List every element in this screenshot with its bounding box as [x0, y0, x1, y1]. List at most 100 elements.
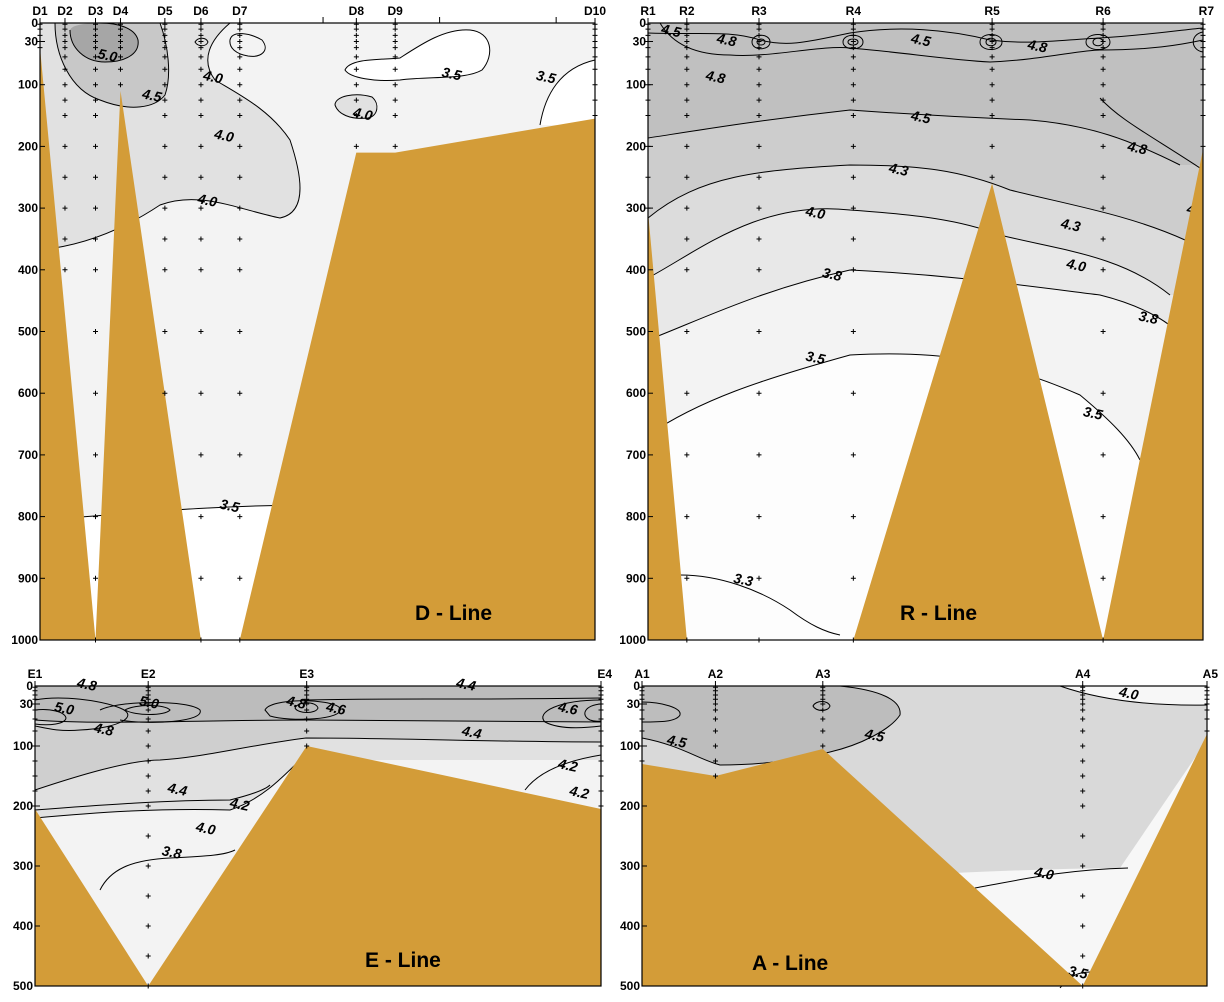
d-sample-marker [62, 82, 68, 88]
d-y-tick-label: 700 [18, 448, 38, 462]
d-sample-marker [198, 54, 204, 60]
r-contour-label: 3.5 [1082, 403, 1105, 423]
r-sample-marker [1100, 97, 1106, 103]
a-sample-marker [712, 701, 718, 707]
a-sample-marker [712, 688, 718, 694]
d-sample-marker [93, 174, 98, 180]
d-sample-marker [198, 236, 204, 242]
r-sample-marker [850, 113, 856, 119]
r-station-label: R1 [640, 4, 656, 18]
d-sample-marker [353, 143, 359, 149]
r-x-axis: R1 R2 R3 R4 R5 R6 R7 [640, 4, 1214, 23]
e-contour-4.2 [34, 784, 271, 811]
d-station-label: D10 [584, 4, 606, 18]
a-sample-marker [820, 728, 826, 734]
d-sample-marker [93, 575, 98, 581]
d-sample-marker [198, 267, 204, 273]
d-sample-marker [93, 267, 98, 273]
e-sample-marker [304, 716, 310, 722]
d-sample-marker [117, 26, 123, 32]
a-contour-a1-core [641, 701, 681, 723]
d-sample-marker [198, 32, 204, 38]
d-y-tick-label: 800 [18, 510, 38, 524]
e-station-label: E3 [299, 667, 314, 681]
e-sample-marker [145, 743, 151, 749]
d-sample-marker [198, 45, 204, 51]
d-sample-marker [117, 45, 123, 51]
d-sample-marker [237, 39, 243, 45]
d-contour-label: 4.0 [201, 67, 225, 87]
r-sample-marker [989, 113, 995, 119]
r-region-above-4.5 [648, 23, 1203, 165]
d-sample-marker [93, 205, 98, 211]
d-sample-marker [353, 66, 359, 72]
e-contour-label: 4.6 [556, 698, 580, 718]
d-sample-marker [162, 174, 168, 180]
e-sample-marker [145, 758, 151, 764]
d-sample-marker [353, 82, 359, 88]
e-contour-label: 5.0 [138, 692, 161, 712]
d-sample-marker [237, 32, 243, 38]
d-sample-marker [62, 267, 68, 273]
d-sample-marker [237, 97, 243, 103]
e-sample-marker [145, 688, 151, 694]
d-contour-labels: 5.0 4.5 4.0 4.0 4.0 4.0 3.5 3.5 3.5 [96, 45, 558, 515]
d-sample-marker [93, 236, 98, 242]
r-sample-marker [756, 452, 762, 458]
a-sample-marker [1080, 701, 1086, 707]
r-sample-marker [1100, 174, 1106, 180]
d-sample-marker [62, 26, 68, 32]
e-contour-label: 5.0 [53, 698, 76, 718]
panel-r-line: 4.54.84.84.54.84.54.84.34.04.34.04.3.83.… [619, 4, 1214, 647]
r-sample-marker [850, 267, 856, 273]
d-station-label: D3 [88, 4, 104, 18]
d-sample-marker [162, 236, 168, 242]
r-contour-label: 3.3 [732, 570, 755, 590]
a-panel-title: A - Line [752, 952, 828, 975]
d-sample-marker [237, 174, 243, 180]
r-sample-marker [756, 82, 762, 88]
e-sample-marker [304, 692, 310, 698]
r-station-label: R2 [679, 4, 695, 18]
d-contour-label: 3.5 [535, 67, 558, 87]
d-contour-4.0-d6 [194, 37, 209, 47]
d-sample-marker [198, 113, 204, 119]
r-sample-marker [684, 143, 690, 149]
e-contour-label: 4.4 [165, 779, 189, 799]
a-contour-a3-core [812, 701, 831, 711]
d-station-label: D1 [32, 4, 48, 18]
d-sample-marker [162, 97, 168, 103]
d-sample-marker [93, 329, 98, 334]
d-sample-marker [237, 390, 243, 396]
d-sample-marker [198, 26, 204, 32]
r-sample-marker [850, 143, 856, 149]
r-contour-label: 3.8 [821, 264, 844, 284]
r-contour-label: 4.0 [803, 202, 827, 222]
e-sample-marker [145, 696, 151, 702]
r-contour-label: 4.3 [1059, 215, 1083, 235]
r-sample-marker [684, 390, 690, 396]
e-contour-label: 4.8 [75, 674, 99, 694]
e-contour-label: 4.2 [228, 794, 252, 814]
a-sample-marker [1080, 923, 1086, 929]
r-sample-marker [1100, 45, 1106, 51]
e-sample-marker [145, 923, 151, 929]
e-sample-marker [304, 743, 310, 749]
e-sample-marker [145, 716, 151, 722]
r-sample-marker [850, 66, 856, 72]
r-sample-marker [1100, 329, 1106, 334]
d-sample-marker [237, 575, 243, 581]
d-contour-4.0-right [334, 94, 378, 119]
r-sample-marker [850, 82, 856, 88]
d-sample-marker [198, 452, 204, 458]
d-sample-marker [62, 143, 68, 149]
d-sample-marker [237, 113, 243, 119]
d-sample-marker [93, 26, 98, 32]
a-sample-marker [1080, 863, 1086, 869]
e-contours [34, 697, 602, 891]
a-y-axis: 0 30 100 200 300 400 500 [620, 679, 647, 993]
a-y-tick-label: 30 [627, 697, 641, 711]
r-sample-marker [989, 32, 995, 38]
a-station-label: A5 [1203, 667, 1219, 681]
a-contour-label: 4.5 [863, 725, 887, 745]
